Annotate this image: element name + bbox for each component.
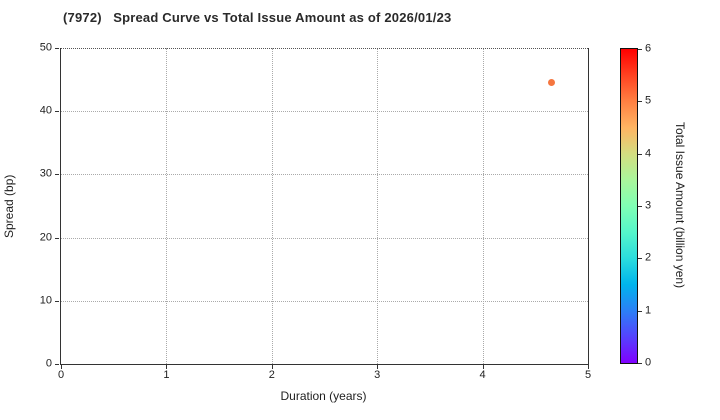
grid-line-horizontal: [61, 237, 588, 239]
x-tick-mark: [588, 365, 589, 369]
colorbar-tick-mark: [638, 363, 642, 364]
plot-area: [60, 48, 589, 365]
colorbar-tick-label: 4: [645, 147, 652, 160]
x-tick-mark: [482, 365, 484, 369]
x-tick-mark: [377, 365, 379, 369]
y-axis-label: Spread (bp): [2, 174, 16, 238]
x-axis-label: Duration (years): [280, 389, 367, 403]
y-tick-label: 10: [39, 294, 52, 307]
y-tick-label: 50: [39, 41, 52, 54]
x-tick-label: 4: [479, 369, 486, 381]
y-tick-label: 30: [39, 167, 52, 180]
colorbar-tick-mark: [638, 101, 642, 103]
y-tick-mark: [55, 237, 59, 239]
colorbar-tick-mark: [638, 258, 642, 260]
grid-line-vertical: [271, 48, 273, 364]
colorbar-tick-label: 6: [645, 42, 652, 55]
x-tick-mark: [271, 365, 273, 369]
colorbar-tick-mark: [638, 153, 642, 155]
y-tick-mark: [55, 364, 59, 365]
y-tick-label: 20: [39, 231, 52, 244]
y-tick-mark: [55, 174, 59, 176]
x-tick-label: 3: [374, 369, 381, 381]
x-tick-label: 5: [584, 369, 592, 381]
colorbar-tick-label: 1: [645, 304, 652, 317]
grid-line-horizontal: [61, 300, 588, 302]
grid-line-vertical: [166, 48, 168, 364]
grid-line-vertical: [377, 48, 379, 364]
x-tick-label: 2: [268, 369, 275, 381]
y-tick-label: 40: [39, 104, 52, 117]
colorbar-tick-label: 2: [645, 251, 652, 264]
colorbar: [620, 48, 638, 364]
colorbar-tick-mark: [638, 310, 642, 312]
y-tick-mark: [55, 300, 59, 302]
colorbar-label: Total Issue Amount (billion yen): [673, 121, 687, 289]
grid-line-horizontal: [61, 111, 588, 113]
x-tick-mark: [166, 365, 168, 369]
colorbar-tick-label: 5: [645, 94, 652, 107]
x-tick-label: 0: [57, 369, 65, 381]
grid-line-horizontal: [61, 48, 588, 49]
y-tick-mark: [55, 48, 59, 49]
colorbar-tick-mark: [638, 206, 642, 207]
data-point: [547, 79, 555, 87]
grid-line-vertical: [482, 48, 484, 364]
chart-title: (7972) Spread Curve vs Total Issue Amoun…: [63, 10, 452, 25]
y-tick-mark: [55, 111, 59, 113]
x-tick-label: 1: [163, 369, 170, 381]
colorbar-tick-mark: [638, 49, 642, 50]
y-tick-label: 0: [45, 357, 52, 370]
colorbar-tick-label: 0: [645, 356, 652, 369]
x-tick-mark: [61, 365, 62, 369]
grid-line-horizontal: [61, 174, 588, 176]
colorbar-tick-label: 3: [645, 199, 652, 212]
